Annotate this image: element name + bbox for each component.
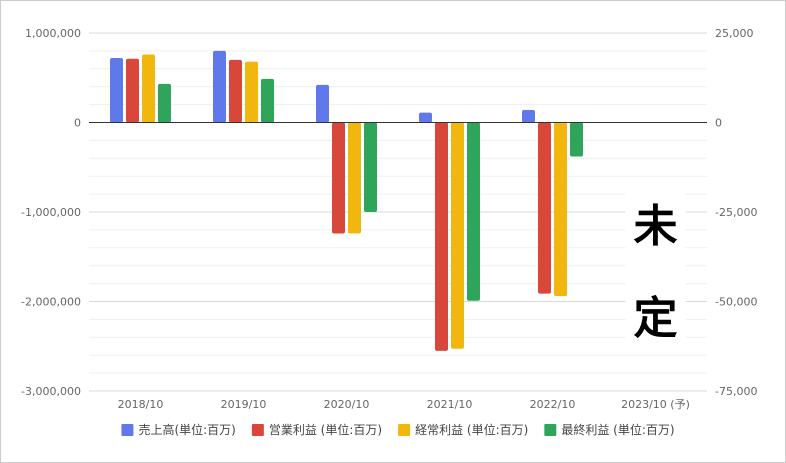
annotation-background: [625, 193, 686, 353]
bar: [110, 58, 123, 123]
right-axis-tick-label: -25,000: [715, 206, 757, 219]
x-axis-tick-label: 2018/10: [118, 398, 164, 411]
bar: [570, 122, 583, 157]
legend-label: 経常利益 (単位:百万): [415, 422, 528, 437]
bar: [522, 109, 535, 123]
bar: [245, 61, 258, 123]
left-axis-tick-label: 1,000,000: [25, 27, 81, 40]
bars: [110, 50, 583, 351]
bar: [316, 84, 329, 123]
legend: 売上高(単位:百万) 営業利益 (単位:百万) 経常利益 (単位:百万) 最終利益 (…: [121, 422, 675, 437]
legend-swatch: [121, 424, 134, 436]
left-axis-tick-label: 0: [74, 117, 81, 130]
bar: [467, 122, 480, 301]
annotation-character: 定: [634, 293, 678, 344]
legend-swatch: [251, 424, 264, 436]
annotation-character: 未: [634, 201, 678, 252]
x-axis-tick-label: 2023/10 (予): [621, 398, 690, 411]
right-axis-ticks: 25,000 0 -25,000 -50,000 -75,000: [715, 27, 757, 398]
right-axis-tick-label: -75,000: [715, 385, 757, 398]
legend-item: 最終利益 (単位:百万): [544, 422, 675, 437]
x-axis-tick-label: 2020/10: [324, 398, 370, 411]
bar: [554, 122, 567, 297]
bar: [348, 122, 361, 234]
right-axis-tick-label: 25,000: [715, 27, 754, 40]
annotation: 未定: [625, 193, 686, 353]
left-axis-tick-label: -1,000,000: [21, 206, 81, 219]
right-axis-tick-label: -50,000: [715, 296, 757, 309]
grid-lines: [89, 32, 707, 392]
legend-item: 営業利益 (単位:百万): [251, 422, 382, 437]
bar: [332, 122, 345, 234]
bar: [435, 122, 448, 351]
bar: [126, 58, 139, 123]
bar: [364, 122, 377, 212]
x-axis-tick-label: 2021/10: [427, 398, 473, 411]
legend-label: 売上高(単位:百万): [138, 422, 235, 437]
bar: [142, 54, 155, 123]
bar: [213, 50, 226, 123]
left-axis-tick-label: -2,000,000: [21, 296, 81, 309]
right-axis-tick-label: 0: [715, 117, 722, 130]
x-axis-ticks: 2018/10 2019/10 2020/10 2021/10 2022/10 2023/…: [118, 398, 690, 411]
x-axis-tick-label: 2022/10: [530, 398, 576, 411]
legend-swatch: [544, 424, 557, 436]
legend-swatch: [398, 424, 411, 436]
bar: [261, 78, 274, 123]
legend-item: 経常利益 (単位:百万): [398, 422, 528, 437]
left-axis-ticks: 1,000,000 0 -1,000,000 -2,000,000 -3,000,000: [21, 27, 81, 398]
x-axis-tick-label: 2019/10: [221, 398, 267, 411]
bar: [538, 122, 551, 294]
legend-label: 営業利益 (単位:百万): [269, 422, 382, 437]
left-axis-tick-label: -3,000,000: [21, 385, 81, 398]
bar: [419, 112, 432, 123]
bar: [451, 122, 464, 349]
bar: [229, 59, 242, 123]
legend-label: 最終利益 (単位:百万): [561, 422, 674, 437]
bar: [158, 83, 171, 123]
legend-item: 売上高(単位:百万): [121, 422, 236, 437]
